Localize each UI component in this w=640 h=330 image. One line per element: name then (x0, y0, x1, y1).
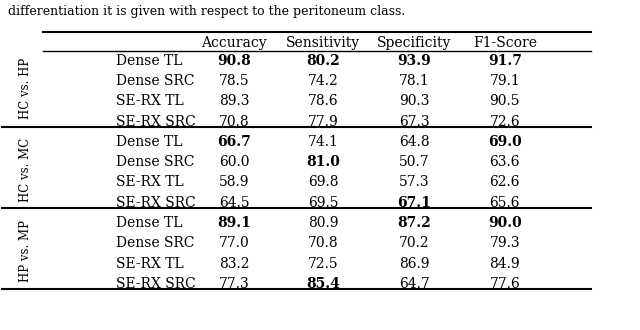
Text: 91.7: 91.7 (488, 54, 522, 68)
Text: 85.4: 85.4 (307, 277, 340, 291)
Text: 79.3: 79.3 (490, 236, 520, 250)
Text: Specificity: Specificity (377, 36, 451, 50)
Text: SE-RX TL: SE-RX TL (116, 94, 184, 108)
Text: SE-RX SRC: SE-RX SRC (116, 196, 196, 210)
Text: 74.2: 74.2 (308, 74, 339, 88)
Text: 77.3: 77.3 (219, 277, 250, 291)
Text: 64.8: 64.8 (399, 135, 429, 149)
Text: 58.9: 58.9 (219, 176, 249, 189)
Text: 78.6: 78.6 (308, 94, 339, 108)
Text: 66.7: 66.7 (217, 135, 251, 149)
Text: 70.8: 70.8 (219, 115, 250, 129)
Text: 63.6: 63.6 (490, 155, 520, 169)
Text: 77.0: 77.0 (219, 236, 250, 250)
Text: Sensitivity: Sensitivity (286, 36, 360, 50)
Text: 80.9: 80.9 (308, 216, 339, 230)
Text: 69.8: 69.8 (308, 176, 339, 189)
Text: Dense TL: Dense TL (116, 54, 182, 68)
Text: 90.8: 90.8 (217, 54, 251, 68)
Text: 77.9: 77.9 (308, 115, 339, 129)
Text: 70.2: 70.2 (399, 236, 429, 250)
Text: 78.5: 78.5 (219, 74, 250, 88)
Text: 83.2: 83.2 (219, 257, 249, 271)
Text: SE-RX SRC: SE-RX SRC (116, 115, 196, 129)
Text: SE-RX SRC: SE-RX SRC (116, 277, 196, 291)
Text: 72.6: 72.6 (490, 115, 520, 129)
Text: Accuracy: Accuracy (201, 36, 267, 50)
Text: 65.6: 65.6 (490, 196, 520, 210)
Text: 90.3: 90.3 (399, 94, 429, 108)
Text: SE-RX TL: SE-RX TL (116, 176, 184, 189)
Text: F1-Score: F1-Score (473, 36, 537, 50)
Text: 67.1: 67.1 (397, 196, 431, 210)
Text: 50.7: 50.7 (399, 155, 429, 169)
Text: 84.9: 84.9 (490, 257, 520, 271)
Text: 90.0: 90.0 (488, 216, 522, 230)
Text: 62.6: 62.6 (490, 176, 520, 189)
Text: 86.9: 86.9 (399, 257, 429, 271)
Text: HC vs. MC: HC vs. MC (19, 138, 32, 202)
Text: 87.2: 87.2 (397, 216, 431, 230)
Text: SE-RX TL: SE-RX TL (116, 257, 184, 271)
Text: 64.5: 64.5 (219, 196, 250, 210)
Text: 70.8: 70.8 (308, 236, 339, 250)
Text: 80.2: 80.2 (307, 54, 340, 68)
Text: 69.5: 69.5 (308, 196, 339, 210)
Text: HC vs. HP: HC vs. HP (19, 58, 32, 119)
Text: 79.1: 79.1 (490, 74, 520, 88)
Text: 78.1: 78.1 (399, 74, 429, 88)
Text: 90.5: 90.5 (490, 94, 520, 108)
Text: 81.0: 81.0 (307, 155, 340, 169)
Text: 64.7: 64.7 (399, 277, 429, 291)
Text: Dense SRC: Dense SRC (116, 155, 195, 169)
Text: 69.0: 69.0 (488, 135, 522, 149)
Text: Dense TL: Dense TL (116, 135, 182, 149)
Text: Dense TL: Dense TL (116, 216, 182, 230)
Text: HP vs. MP: HP vs. MP (19, 220, 32, 282)
Text: 57.3: 57.3 (399, 176, 429, 189)
Text: 93.9: 93.9 (397, 54, 431, 68)
Text: Dense SRC: Dense SRC (116, 74, 195, 88)
Text: Dense SRC: Dense SRC (116, 236, 195, 250)
Text: differentiation it is given with respect to the peritoneum class.: differentiation it is given with respect… (8, 5, 405, 18)
Text: 67.3: 67.3 (399, 115, 429, 129)
Text: 74.1: 74.1 (308, 135, 339, 149)
Text: 89.1: 89.1 (217, 216, 251, 230)
Text: 77.6: 77.6 (490, 277, 520, 291)
Text: 72.5: 72.5 (308, 257, 339, 271)
Text: 60.0: 60.0 (219, 155, 249, 169)
Text: 89.3: 89.3 (219, 94, 249, 108)
